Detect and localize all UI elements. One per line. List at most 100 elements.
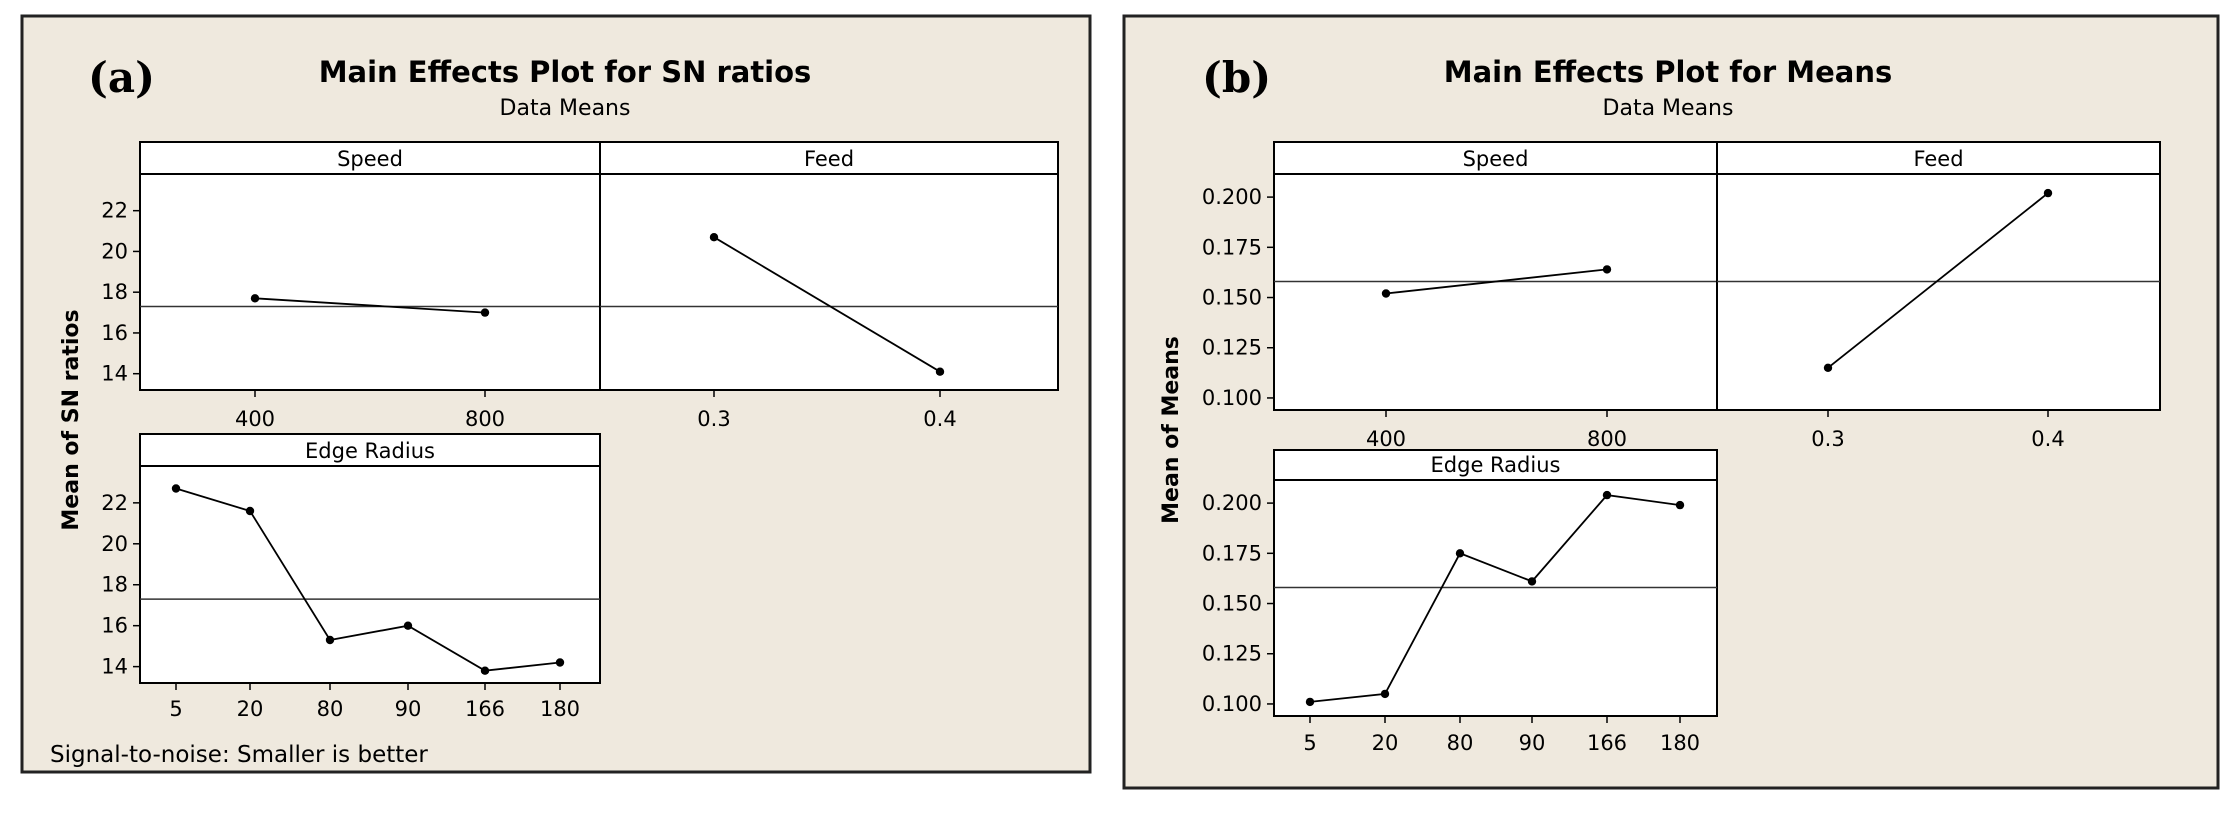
y-tick-label: 0.175 (1202, 541, 1262, 565)
x-tick-label: 180 (1660, 731, 1700, 755)
x-tick-label: 166 (465, 697, 505, 721)
x-tick-label: 80 (1447, 731, 1474, 755)
plot-area (1274, 450, 1717, 716)
facet-edge-radius: Edge Radius 5 20 80 90 166 180 (1273, 449, 1718, 755)
data-point (245, 506, 255, 516)
data-point (1455, 549, 1465, 558)
y-tick-label: 22 (101, 491, 128, 515)
facet-title: Speed (337, 147, 403, 171)
plot-area (140, 142, 600, 390)
x-tick-label: 90 (1519, 731, 1546, 755)
facet-edge-radius: Edge Radius 5 20 80 90 166 180 (139, 433, 601, 721)
data-point (1527, 577, 1537, 586)
y-axis-label: Mean of Means (1159, 336, 1184, 524)
y-tick-label: 14 (101, 655, 128, 679)
y-tick-label: 0.200 (1202, 185, 1262, 209)
facet-title: Feed (804, 147, 854, 171)
data-point (1381, 289, 1391, 298)
data-point (325, 635, 335, 645)
facet-strip (599, 141, 1059, 175)
y-tick-label: 0.125 (1202, 336, 1262, 360)
main-effect-line (254, 297, 486, 314)
data-point (171, 484, 181, 493)
y-tick-label: 20 (101, 532, 128, 556)
x-tick-label: 20 (237, 697, 264, 721)
x-tick-label: 80 (317, 697, 344, 721)
data-point (480, 666, 490, 675)
panel-label: (b) (1202, 53, 1271, 102)
y-tick-label: 22 (101, 199, 128, 223)
y-tick-label: 0.150 (1202, 592, 1262, 616)
main-effect-line (175, 487, 561, 672)
x-tick-label: 0.4 (2031, 427, 2064, 451)
facet-title: Speed (1463, 147, 1529, 171)
plot-area (1274, 142, 1717, 410)
facet-speed: Speed 400 800 (139, 141, 601, 431)
y-tick-label: 0.200 (1202, 491, 1262, 515)
data-point (935, 367, 945, 376)
main-effect-line (1309, 494, 1681, 703)
x-tick-label: 0.3 (697, 407, 730, 431)
facet-strip (139, 433, 601, 467)
x-tick-label: 400 (1366, 427, 1406, 451)
chart-subtitle: Data Means (500, 96, 631, 121)
chart-panel-b: (b) Main Effects Plot for Means Data Means… (1122, 14, 2220, 790)
x-tick-label: 166 (1587, 731, 1627, 755)
data-point (480, 308, 490, 317)
facet-title: Feed (1913, 147, 1963, 171)
plot-area (1717, 142, 2160, 410)
y-tick-label: 0.100 (1202, 692, 1262, 716)
plot-frame (1716, 141, 2161, 411)
x-tick-label: 90 (395, 697, 422, 721)
plot-frame (599, 141, 1059, 391)
x-tick-label: 0.4 (923, 407, 956, 431)
y-tick-label: 20 (101, 239, 128, 263)
data-point (2043, 188, 2053, 198)
data-point (1675, 500, 1685, 510)
data-point (709, 233, 719, 242)
facet-feed: Feed 0.3 0.4 (1716, 141, 2161, 451)
y-tick-label: 0.100 (1202, 386, 1262, 410)
facet-speed: Speed 400 800 (1273, 141, 1718, 451)
x-tick-label: 5 (169, 697, 182, 721)
data-point (555, 658, 565, 667)
chart-title: Main Effects Plot for SN ratios (319, 55, 812, 89)
y-tick-label: 18 (101, 573, 128, 597)
chart-title: Main Effects Plot for Means (1444, 55, 1893, 89)
y-tick-label: 0.175 (1202, 235, 1262, 259)
x-tick-label: 800 (465, 407, 505, 431)
panel-label: (a) (88, 53, 155, 102)
chart-panel-a: (a) Main Effects Plot for SN ratios Data M… (20, 14, 1092, 774)
data-point (1602, 490, 1612, 500)
main-effect-line (1827, 192, 2049, 369)
data-point (1305, 697, 1315, 707)
plot-area (600, 142, 1058, 390)
facet-title: Edge Radius (1431, 453, 1561, 477)
plot-frame (1273, 449, 1718, 717)
y-axis-label: Mean of SN ratios (59, 309, 84, 530)
facet-title: Edge Radius (305, 439, 435, 463)
y-tick-label: 18 (101, 280, 128, 304)
plot-frame (139, 433, 601, 684)
y-tick-label: 0.150 (1202, 286, 1262, 310)
chart-subtitle: Data Means (1603, 96, 1734, 121)
y-tick-label: 16 (101, 321, 128, 345)
y-tick-label: 14 (101, 362, 128, 386)
data-point (250, 294, 260, 303)
y-tick-label: 0.125 (1202, 642, 1262, 666)
main-effect-line (713, 236, 941, 373)
data-point (403, 621, 413, 630)
facet-feed: Feed 0.3 0.4 (599, 141, 1059, 431)
data-point (1823, 363, 1833, 372)
x-tick-label: 5 (1303, 731, 1316, 755)
data-point (1602, 265, 1612, 274)
footnote: Signal-to-noise: Smaller is better (50, 742, 428, 768)
x-tick-label: 400 (235, 407, 275, 431)
data-point (1380, 689, 1390, 699)
main-effect-line (1385, 268, 1608, 295)
plot-area (140, 434, 600, 683)
y-tick-label: 16 (101, 614, 128, 638)
x-tick-label: 20 (1372, 731, 1399, 755)
x-tick-label: 0.3 (1811, 427, 1844, 451)
